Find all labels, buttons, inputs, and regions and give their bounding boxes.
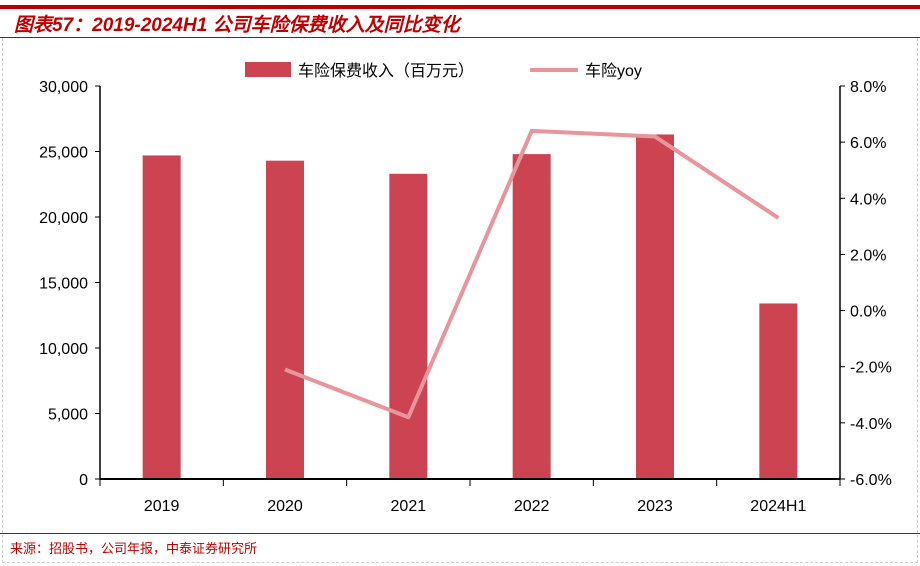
source-note: 来源：招股书，公司年报，中泰证券研究所 xyxy=(10,542,258,557)
bar-2019 xyxy=(142,155,181,479)
title-divider xyxy=(0,37,920,38)
right-tick-label: 6.0% xyxy=(850,135,886,152)
bar-2022 xyxy=(512,154,551,479)
x-tick-label: 2020 xyxy=(267,498,303,515)
bar-2023 xyxy=(636,134,674,479)
x-tick-label: 2024H1 xyxy=(750,498,806,515)
left-tick-label: 20,000 xyxy=(39,210,88,227)
chart-title: 图表57：2019-2024H1 公司车险保费收入及同比变化 xyxy=(14,15,460,36)
right-tick-label: 0.0% xyxy=(850,304,886,321)
bar-2024H1 xyxy=(759,303,798,479)
chart-frame xyxy=(2,38,918,563)
x-tick-label: 2021 xyxy=(391,498,427,515)
right-tick-label: -4.0% xyxy=(850,416,892,433)
left-tick-label: 15,000 xyxy=(39,276,88,293)
left-tick-label: 0 xyxy=(79,472,88,489)
top-border xyxy=(0,5,920,9)
right-tick-label: 2.0% xyxy=(850,247,886,264)
bar-2020 xyxy=(266,160,304,480)
x-tick-label: 2022 xyxy=(514,498,550,515)
bar-2021 xyxy=(389,173,428,479)
legend-line-label: 车险yoy xyxy=(585,62,642,80)
legend-bar-swatch xyxy=(245,62,291,77)
right-tick-label: -2.0% xyxy=(850,360,892,377)
left-tick-label: 10,000 xyxy=(39,341,88,358)
left-tick-label: 30,000 xyxy=(39,79,88,96)
x-tick-label: 2023 xyxy=(637,498,673,515)
source-divider xyxy=(0,533,920,534)
right-tick-label: 8.0% xyxy=(850,79,886,96)
x-tick-label: 2019 xyxy=(144,498,180,515)
right-tick-label: 4.0% xyxy=(850,191,886,208)
legend-bar-label: 车险保费收入（百万元） xyxy=(298,62,474,80)
left-tick-label: 5,000 xyxy=(48,407,88,424)
left-tick-label: 25,000 xyxy=(39,145,88,162)
right-tick-label: -6.0% xyxy=(850,472,892,489)
